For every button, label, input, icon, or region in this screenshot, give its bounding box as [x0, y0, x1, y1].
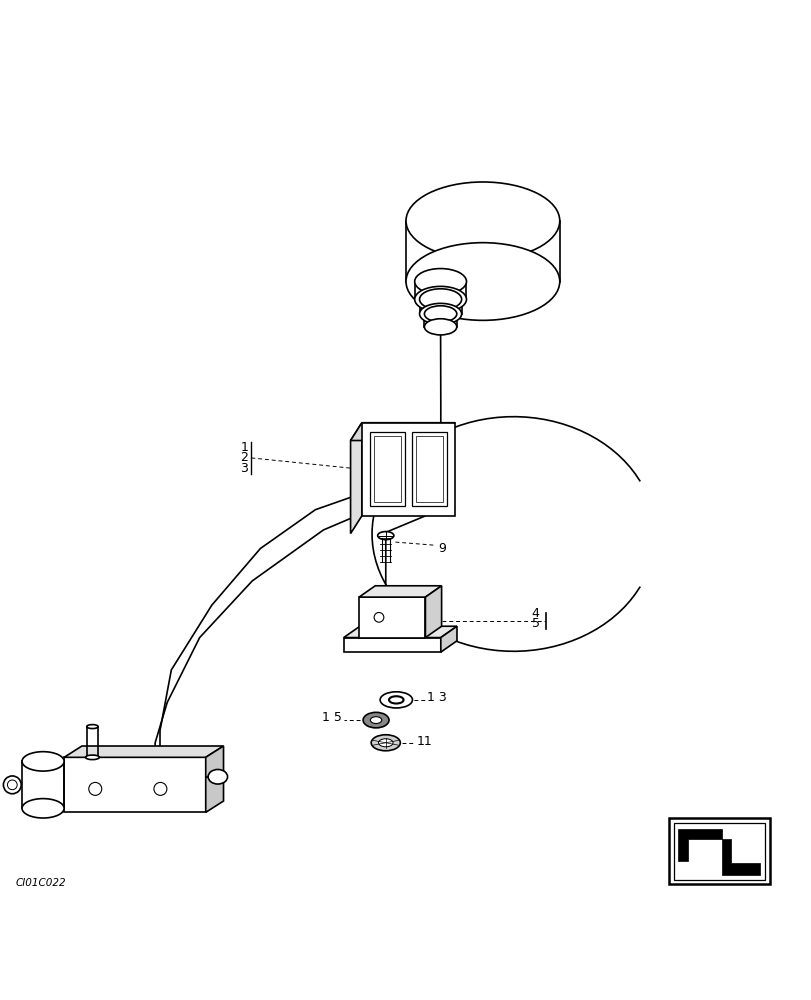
Polygon shape [205, 746, 223, 812]
Ellipse shape [7, 780, 17, 790]
Text: 1 5: 1 5 [322, 711, 341, 724]
Text: 2: 2 [240, 451, 248, 464]
Text: 1: 1 [240, 441, 248, 454]
Polygon shape [440, 626, 457, 652]
Text: 4: 4 [531, 607, 539, 620]
Polygon shape [668, 818, 769, 884]
Polygon shape [350, 423, 454, 441]
Ellipse shape [208, 769, 227, 784]
Ellipse shape [377, 532, 393, 540]
Ellipse shape [406, 243, 559, 320]
Ellipse shape [22, 752, 64, 771]
Ellipse shape [378, 739, 393, 747]
Ellipse shape [424, 306, 457, 322]
Text: 5: 5 [531, 617, 539, 630]
Ellipse shape [22, 799, 64, 818]
Polygon shape [411, 432, 446, 506]
Text: 3: 3 [240, 462, 248, 475]
Polygon shape [370, 432, 405, 506]
Ellipse shape [419, 289, 461, 310]
Ellipse shape [374, 612, 384, 622]
Polygon shape [362, 423, 454, 516]
Text: 11: 11 [416, 735, 431, 748]
Text: CI01C022: CI01C022 [16, 878, 67, 888]
Ellipse shape [3, 776, 21, 794]
Ellipse shape [85, 755, 99, 760]
Text: 1 3: 1 3 [427, 691, 446, 704]
Ellipse shape [388, 696, 403, 704]
Ellipse shape [414, 286, 466, 312]
Polygon shape [677, 829, 760, 875]
Polygon shape [343, 638, 440, 652]
Polygon shape [358, 597, 425, 638]
Text: 9: 9 [438, 542, 446, 555]
Polygon shape [350, 423, 362, 534]
Ellipse shape [88, 782, 101, 795]
Ellipse shape [154, 782, 167, 795]
Polygon shape [673, 823, 764, 880]
Ellipse shape [419, 303, 461, 324]
Polygon shape [425, 586, 441, 638]
Polygon shape [64, 746, 223, 757]
Ellipse shape [370, 717, 381, 724]
Ellipse shape [406, 182, 559, 260]
Ellipse shape [414, 269, 466, 294]
Polygon shape [343, 626, 457, 638]
Ellipse shape [424, 319, 457, 335]
Ellipse shape [363, 712, 388, 728]
Ellipse shape [380, 692, 412, 708]
Ellipse shape [87, 725, 98, 729]
Polygon shape [358, 586, 441, 597]
Ellipse shape [371, 735, 400, 751]
Polygon shape [64, 757, 205, 812]
